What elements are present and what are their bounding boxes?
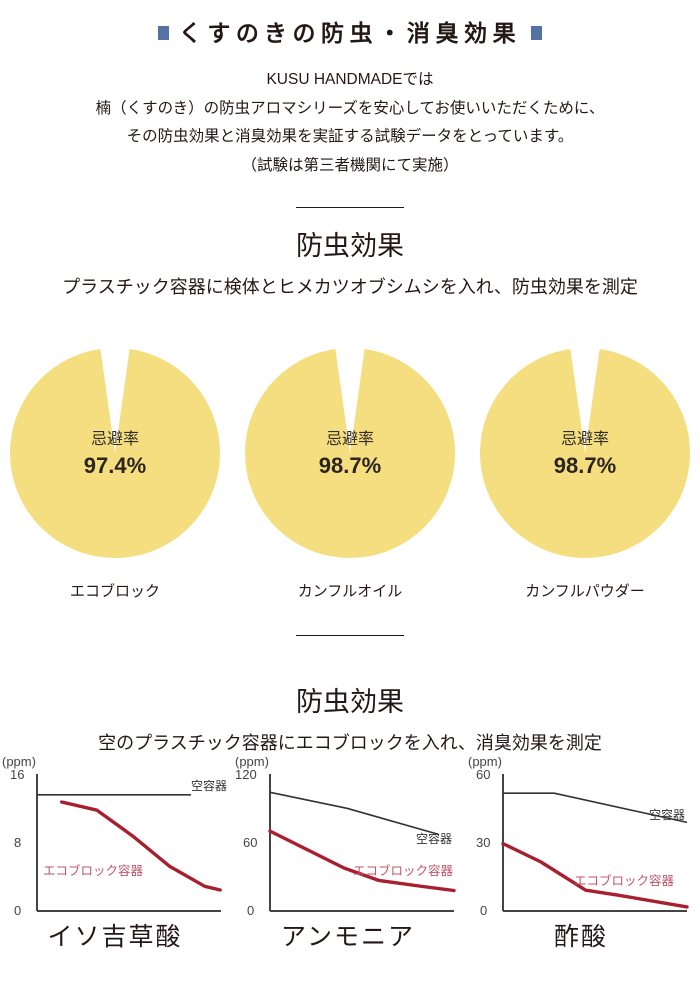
svg-text:60: 60 — [243, 835, 257, 850]
svg-text:0: 0 — [247, 903, 254, 918]
svg-text:60: 60 — [476, 767, 490, 782]
svg-text:0: 0 — [14, 903, 21, 918]
svg-text:30: 30 — [476, 835, 490, 850]
svg-text:0: 0 — [480, 903, 487, 918]
svg-text:8: 8 — [14, 835, 21, 850]
svg-text:空容器: 空容器 — [649, 807, 685, 822]
svg-text:120: 120 — [235, 767, 257, 782]
svg-text:空容器: 空容器 — [416, 831, 452, 846]
svg-text:エコブロック容器: エコブロック容器 — [353, 863, 454, 878]
svg-text:16: 16 — [10, 767, 24, 782]
svg-text:エコブロック容器: エコブロック容器 — [574, 873, 675, 888]
svg-text:エコブロック容器: エコブロック容器 — [43, 863, 144, 878]
svg-text:空容器: 空容器 — [191, 778, 227, 793]
